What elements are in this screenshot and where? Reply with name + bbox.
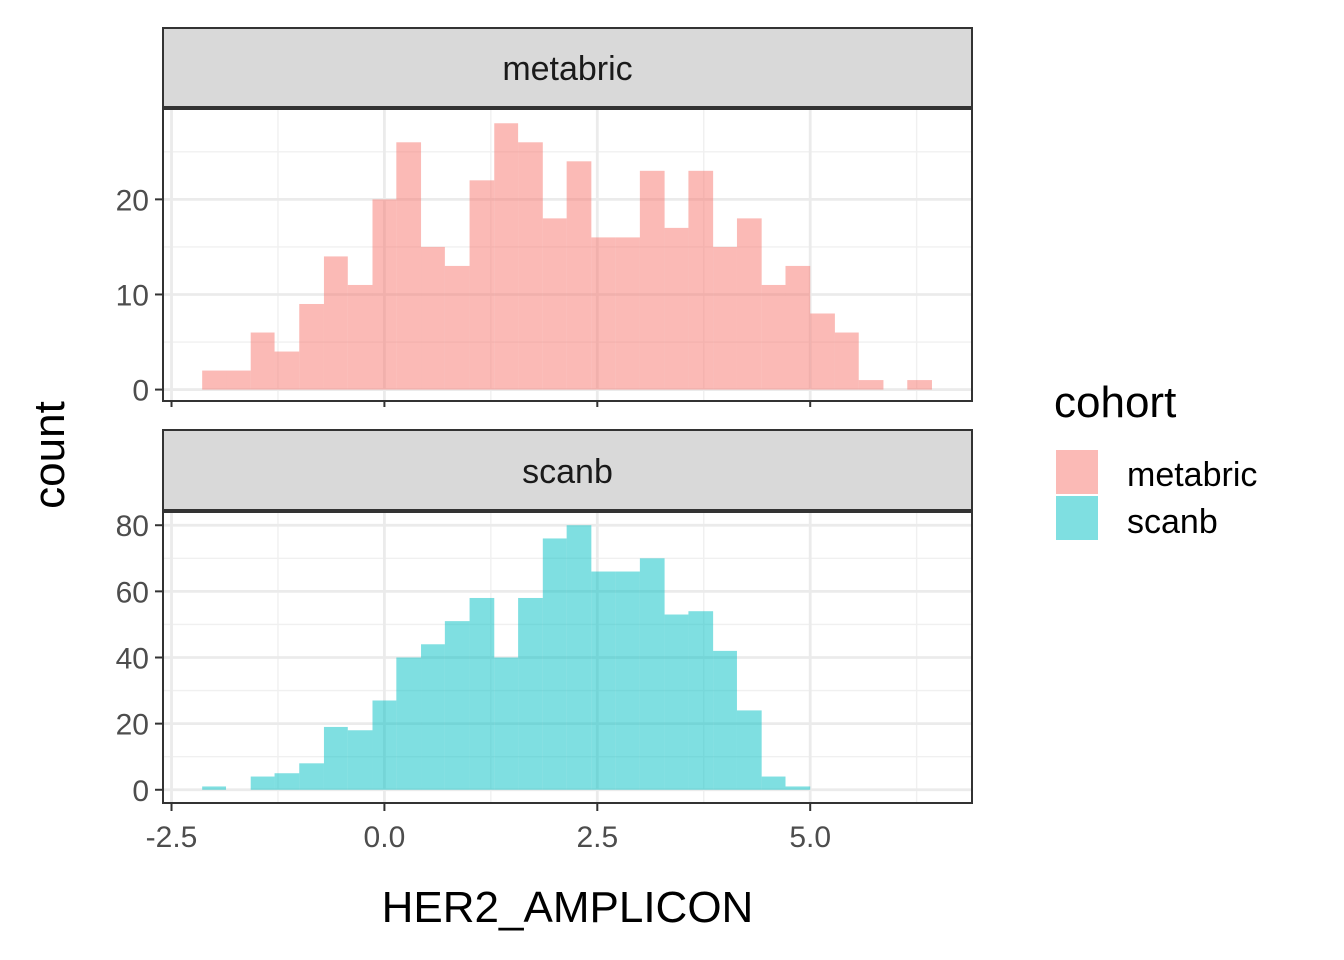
metabric-bar-25	[810, 313, 835, 390]
scanb-bar-17	[615, 571, 640, 790]
facet-metabric-strip-label: metabric	[502, 50, 632, 88]
metabric-bar-19	[664, 227, 689, 390]
scanb-bar-18	[639, 558, 665, 790]
scanb-bar-16	[591, 571, 616, 790]
scanb-y-tick-label: 80	[116, 510, 149, 543]
scanb-bar-7	[372, 700, 397, 790]
metabric-bar-23	[761, 284, 786, 390]
scanb-bar-12	[494, 657, 519, 790]
metabric-y-tick-label: 0	[132, 375, 149, 408]
x-axis-title: HER2_AMPLICON	[382, 883, 754, 932]
metabric-bar-2	[250, 332, 275, 390]
facet-scanb-y-axis: 0 20 40 60 80	[116, 510, 163, 808]
metabric-bar-16	[591, 237, 616, 390]
metabric-bar-13	[518, 142, 543, 390]
metabric-y-tick-label: 10	[116, 279, 149, 312]
facet-metabric-strip	[162, 27, 973, 108]
metabric-bar-29	[907, 380, 932, 390]
scanb-bar-6	[347, 730, 373, 790]
x-tick-label: 2.5	[576, 821, 618, 854]
facet-scanb-bars	[202, 525, 811, 790]
scanb-bar-24	[785, 786, 811, 790]
metabric-bar-9	[421, 246, 445, 390]
scanb-y-tick-label: 0	[132, 775, 149, 808]
metabric-bar-4	[299, 303, 324, 390]
x-tick-label: 0.0	[364, 821, 406, 854]
legend-label-scanb: scanb	[1127, 503, 1218, 541]
x-tick-label: 5.0	[789, 821, 831, 854]
scanb-y-tick-label: 40	[116, 643, 149, 676]
facet-metabric-y-axis: 0 10 20	[116, 184, 163, 408]
metabric-bar-11	[469, 180, 495, 390]
scanb-bar-14	[542, 538, 567, 790]
metabric-bar-0	[202, 370, 227, 390]
facet-scanb: scanb 0 20 40 60 80	[116, 429, 973, 808]
metabric-bar-27	[858, 380, 884, 390]
scanb-bar-19	[664, 614, 689, 790]
metabric-y-tick-label: 20	[116, 184, 149, 217]
scanb-bar-0	[202, 786, 227, 790]
scanb-bar-2	[250, 776, 275, 790]
scanb-y-tick-label: 20	[116, 709, 149, 742]
legend-title: cohort	[1054, 378, 1176, 427]
metabric-bar-6	[347, 284, 373, 390]
legend-key-metabric	[1056, 450, 1098, 494]
metabric-bar-22	[736, 218, 762, 390]
scanb-bar-8	[396, 657, 422, 790]
metabric-bar-18	[639, 170, 665, 390]
facet-metabric-panel-border	[162, 108, 973, 402]
metabric-bar-21	[713, 246, 737, 390]
metabric-bar-15	[566, 161, 592, 390]
metabric-bar-26	[834, 332, 859, 390]
metabric-bar-14	[542, 218, 567, 390]
metabric-bar-5	[323, 256, 348, 390]
scanb-bar-9	[421, 644, 445, 790]
scanb-bar-15	[566, 525, 592, 790]
scanb-bar-21	[713, 650, 737, 790]
scanb-bar-4	[299, 763, 324, 790]
metabric-bar-20	[688, 170, 714, 390]
metabric-bar-17	[615, 237, 640, 390]
scanb-bar-5	[323, 726, 348, 790]
metabric-bar-7	[372, 199, 397, 390]
metabric-bar-1	[226, 370, 251, 390]
x-axis: -2.5 0.0 2.5 5.0	[146, 401, 831, 854]
facet-scanb-strip	[162, 429, 973, 511]
x-tick-label: -2.5	[146, 821, 198, 854]
legend-key-scanb	[1056, 496, 1098, 540]
facet-metabric: metabric 0 10 20	[116, 27, 973, 408]
scanb-y-tick-label: 60	[116, 576, 149, 609]
scanb-bar-22	[736, 710, 762, 790]
scanb-bar-20	[688, 611, 714, 790]
facet-metabric-bars	[202, 123, 932, 390]
facet-scanb-strip-label: scanb	[522, 453, 613, 491]
y-axis-title: count	[25, 401, 74, 509]
metabric-bar-12	[494, 123, 519, 390]
metabric-bar-10	[444, 265, 470, 390]
metabric-bar-3	[274, 351, 300, 390]
scanb-bar-13	[518, 597, 543, 790]
scanb-bar-11	[469, 597, 495, 790]
metabric-bar-24	[785, 265, 811, 390]
legend: cohort metabric scanb	[1054, 378, 1257, 541]
scanb-bar-3	[274, 773, 300, 790]
metabric-bar-8	[396, 142, 422, 390]
scanb-bar-23	[761, 776, 786, 790]
scanb-bar-10	[444, 621, 470, 790]
legend-label-metabric: metabric	[1127, 456, 1257, 494]
